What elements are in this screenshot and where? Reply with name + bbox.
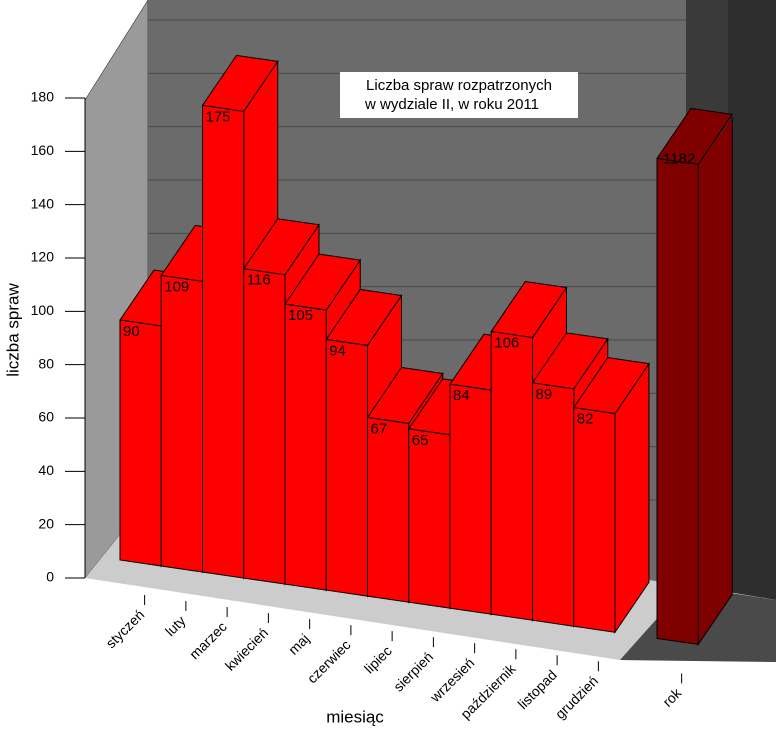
- value-label: 175: [206, 108, 231, 125]
- bar: [532, 382, 575, 627]
- y-tick-label: 40: [38, 462, 54, 478]
- x-tick-label: grudzień: [552, 673, 601, 722]
- y-tick-label: 140: [31, 195, 55, 211]
- bar-group: [572, 357, 650, 634]
- total-wall-side: [728, 0, 776, 600]
- value-label: 94: [329, 342, 346, 359]
- title-line: w wydziale II, w roku 2011: [364, 96, 539, 113]
- title-box: [340, 72, 578, 118]
- bar: [325, 338, 368, 597]
- x-tick-label: czerwiec: [304, 637, 354, 687]
- x-axis-title: miesiąc: [326, 707, 384, 726]
- bar: [367, 416, 410, 603]
- bar-top: [656, 107, 734, 165]
- bar-side: [697, 114, 733, 647]
- x-tick-label: lipiec: [361, 643, 395, 677]
- x-tick-label: marzec: [186, 618, 230, 662]
- value-label: 89: [536, 386, 553, 403]
- x-tick-label: rok: [659, 684, 685, 710]
- x-tick-label: sierpień: [390, 649, 436, 695]
- value-label: 106: [494, 335, 519, 352]
- y-tick-label: 100: [31, 302, 55, 318]
- bar: [490, 330, 533, 621]
- x-tick-label: maj: [285, 631, 312, 658]
- y-tick-label: 0: [46, 569, 54, 585]
- bar: [408, 428, 451, 609]
- y-tick-label: 60: [38, 409, 54, 425]
- bar: [202, 104, 245, 579]
- bar: [160, 274, 203, 573]
- value-label: 1182: [663, 150, 695, 167]
- y-tick-label: 120: [31, 249, 55, 265]
- bar: [284, 303, 327, 591]
- x-tick-label: listopad: [514, 667, 559, 712]
- value-label: 116: [247, 272, 271, 289]
- value-label: 67: [371, 420, 388, 437]
- bar-group: [656, 114, 733, 647]
- y-axis-title: liczba spraw: [3, 283, 22, 377]
- y-tick-label: 80: [38, 355, 54, 371]
- value-label: 82: [577, 411, 594, 428]
- value-label: 109: [164, 278, 189, 295]
- bar: [656, 114, 699, 646]
- bar: [243, 268, 286, 585]
- y-tick-label: 180: [31, 89, 55, 105]
- value-label: 105: [288, 307, 313, 324]
- value-label: 65: [412, 432, 429, 449]
- bar: [573, 407, 616, 633]
- x-tick-label: styczeń: [102, 606, 147, 651]
- title-line: Liczba spraw rozpatrzonych: [366, 77, 552, 94]
- value-label: 84: [453, 387, 470, 404]
- value-label: 90: [123, 323, 140, 340]
- x-tick-label: luty: [162, 612, 189, 639]
- y-tick-label: 20: [38, 515, 54, 531]
- x-tick-label: kwiecień: [222, 625, 271, 674]
- bar: [119, 319, 162, 567]
- y-tick-label: 160: [31, 142, 55, 158]
- bar: [449, 383, 492, 615]
- bars: [119, 54, 734, 647]
